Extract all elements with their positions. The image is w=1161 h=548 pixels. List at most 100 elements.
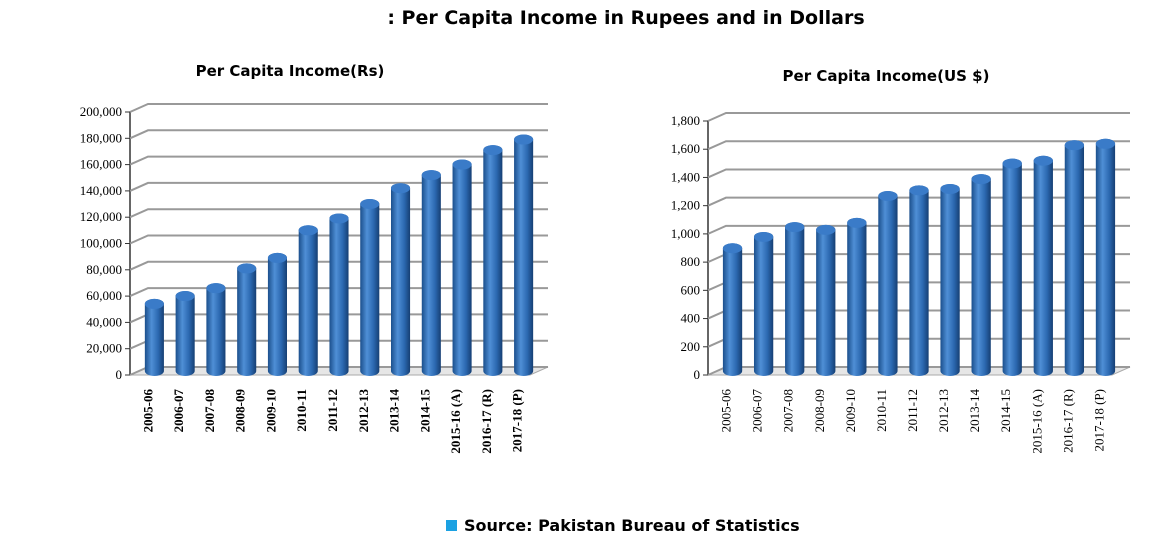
bar xyxy=(971,174,991,376)
y-tick-label: 120,000 xyxy=(80,209,122,224)
bar xyxy=(816,224,836,376)
bar xyxy=(1033,155,1053,376)
y-tick-label: 0 xyxy=(116,367,123,382)
bar xyxy=(940,183,960,376)
grid-line xyxy=(707,224,1130,235)
y-tick-label: 400 xyxy=(681,311,701,326)
bar-top xyxy=(267,252,288,263)
y-tick-label: 800 xyxy=(681,254,701,269)
x-tick-label: 2014-15 xyxy=(998,389,1013,432)
bar xyxy=(878,191,898,376)
bar xyxy=(785,222,805,376)
grid-line xyxy=(129,260,548,271)
bar-top xyxy=(971,174,991,185)
bar xyxy=(909,185,929,376)
bar xyxy=(391,183,411,376)
bar xyxy=(175,291,195,377)
x-tick-label: 2007-08 xyxy=(781,389,796,432)
grid-line xyxy=(129,129,548,140)
bar xyxy=(298,225,318,376)
bar xyxy=(514,134,534,376)
grid-line xyxy=(707,140,1130,151)
bar xyxy=(421,170,441,376)
x-tick-label: 2007-08 xyxy=(202,389,217,433)
x-tick-label: 2012-13 xyxy=(936,389,951,432)
y-tick-label: 180,000 xyxy=(80,130,122,145)
y-tick-label: 80,000 xyxy=(86,262,122,277)
y-tick-label: 100,000 xyxy=(80,236,122,251)
page-title: : Per Capita Income in Rupees and in Dol… xyxy=(387,7,864,29)
bar-top xyxy=(785,222,805,233)
bar xyxy=(722,243,743,376)
y-tick-label: 1,400 xyxy=(671,169,700,184)
x-tick-label: 2011-12 xyxy=(325,389,340,432)
x-tick-label: 2009-10 xyxy=(263,389,278,432)
bar xyxy=(1064,140,1085,376)
x-tick-label: 2014-15 xyxy=(417,389,432,433)
x-tick-label: 2008-09 xyxy=(812,389,827,432)
bar-top xyxy=(722,243,743,254)
x-tick-label: 2013-14 xyxy=(387,389,402,433)
x-tick-label: 2012-13 xyxy=(356,389,371,433)
x-tick-label: 2008-09 xyxy=(233,389,248,433)
y-tick-label: 1,000 xyxy=(671,226,700,241)
x-tick-label: 2016-17 (R) xyxy=(1060,389,1075,453)
x-tick-label: 2017-18 (P) xyxy=(1091,389,1106,451)
x-tick-label: 2005-06 xyxy=(719,389,734,433)
bar-top xyxy=(909,185,929,196)
x-tick-label: 2010-11 xyxy=(294,389,309,432)
bar-top xyxy=(1033,155,1053,166)
y-tick-label: 20,000 xyxy=(86,341,122,356)
grid-line xyxy=(129,103,548,113)
x-tick-label: 2015-16 (A) xyxy=(1029,389,1044,454)
y-tick-label: 1,800 xyxy=(671,113,700,128)
bar xyxy=(483,145,503,376)
grid-line xyxy=(129,287,548,298)
source-icon xyxy=(446,520,457,531)
bar xyxy=(452,159,472,376)
x-tick-label: 2010-11 xyxy=(874,389,889,432)
bar-top xyxy=(206,283,226,294)
grid-line xyxy=(707,112,1130,122)
x-tick-label: 2011-12 xyxy=(905,389,920,432)
bar-top xyxy=(360,198,380,209)
grid-line xyxy=(129,208,548,219)
bar-top xyxy=(1095,138,1116,149)
x-tick-label: 2006-07 xyxy=(171,389,186,433)
bar-top xyxy=(753,231,774,242)
bar xyxy=(753,231,774,376)
y-tick-label: 1,200 xyxy=(671,198,700,213)
bar-top xyxy=(1002,158,1022,169)
x-tick-label: 2015-16 (A) xyxy=(448,389,463,454)
x-tick-label: 2016-17 (R) xyxy=(479,389,494,454)
bar xyxy=(1002,158,1022,376)
bar-top xyxy=(816,224,836,235)
y-tick-label: 60,000 xyxy=(86,288,122,303)
bar-top xyxy=(237,263,257,274)
y-tick-label: 200,000 xyxy=(80,104,122,119)
grid-line xyxy=(129,181,548,192)
bar-top xyxy=(144,298,164,309)
bar-top xyxy=(1064,140,1085,151)
bar-top xyxy=(847,217,867,228)
y-tick-label: 140,000 xyxy=(80,183,122,198)
grid-line xyxy=(129,155,548,166)
bar xyxy=(329,213,349,377)
chart-title: Per Capita Income(Rs) xyxy=(196,62,385,80)
bar xyxy=(360,199,380,376)
grid-line xyxy=(707,168,1130,179)
x-tick-label: 2017-18 (P) xyxy=(510,389,525,452)
bar xyxy=(1095,138,1116,376)
bar xyxy=(267,252,287,376)
y-tick-label: 1,600 xyxy=(671,141,700,156)
y-tick-label: 600 xyxy=(681,282,701,297)
y-tick-label: 0 xyxy=(694,367,701,382)
x-tick-label: 2009-10 xyxy=(843,389,858,432)
bar-top xyxy=(298,225,318,236)
chart-title: Per Capita Income(US $) xyxy=(783,67,990,85)
bar-top xyxy=(940,183,960,194)
y-tick-label: 200 xyxy=(681,339,701,354)
bar-top xyxy=(878,191,898,202)
bar-top xyxy=(483,145,503,156)
